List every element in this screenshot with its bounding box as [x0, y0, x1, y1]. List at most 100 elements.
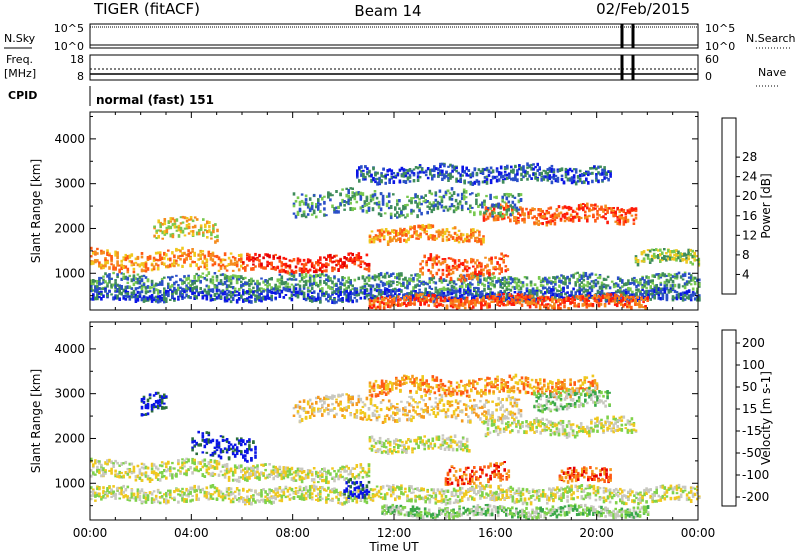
heatmap-cell — [349, 196, 352, 201]
heatmap-cell — [229, 252, 233, 255]
heatmap-cell — [582, 278, 586, 282]
heatmap-cell — [193, 291, 196, 295]
heatmap-cell — [367, 275, 371, 279]
heatmap-cell — [132, 289, 136, 293]
heatmap-cell — [132, 291, 136, 295]
heatmap-cell — [183, 234, 187, 237]
heatmap-cell — [516, 298, 520, 301]
heatmap-cell — [327, 263, 330, 267]
heatmap-cell — [310, 295, 314, 299]
heatmap-cell — [363, 278, 367, 282]
heatmap-cell — [697, 262, 701, 266]
heatmap-cell — [537, 223, 540, 226]
heatmap-cell — [667, 288, 671, 293]
heatmap-cell — [432, 276, 436, 280]
heatmap-cell — [641, 277, 644, 281]
heatmap-cell — [586, 202, 589, 207]
heatmap-cell — [685, 283, 689, 286]
heatmap-cell — [501, 276, 504, 281]
heatmap-cell — [665, 258, 668, 262]
heatmap-cell — [541, 214, 544, 219]
heatmap-cell — [252, 263, 255, 266]
heatmap-cell — [547, 303, 550, 306]
heatmap-cell — [659, 253, 662, 257]
heatmap-cell — [260, 287, 263, 290]
heatmap-cell — [122, 288, 125, 293]
heatmap-cell — [383, 274, 387, 279]
heatmap-cell — [375, 289, 379, 293]
heatmap-cell — [304, 262, 308, 267]
heatmap-cell — [646, 299, 649, 302]
heatmap-cell — [114, 281, 117, 285]
heatmap-cell — [120, 486, 123, 490]
heatmap-cell — [584, 214, 587, 218]
heatmap-cell — [502, 254, 505, 258]
heatmap-cell — [528, 295, 532, 299]
heatmap-cell — [430, 287, 434, 290]
heatmap-cell — [268, 261, 271, 266]
nsky-tick-bottom: 10^0 — [54, 40, 84, 53]
heatmap-cell — [268, 283, 271, 287]
heatmap-cell — [406, 279, 409, 284]
heatmap-cell — [92, 281, 95, 285]
heatmap-cell — [667, 255, 670, 259]
heatmap-cell — [457, 240, 461, 244]
heatmap-cell — [516, 169, 519, 173]
heatmap-cell — [385, 195, 389, 198]
heatmap-cell — [532, 301, 536, 305]
heatmap-cell — [484, 300, 487, 303]
heatmap-cell — [211, 258, 215, 262]
heatmap-cell — [572, 275, 575, 279]
heatmap-cell — [458, 287, 462, 292]
heatmap-cell — [401, 302, 404, 306]
heatmap-cell — [355, 294, 359, 297]
heatmap-cell — [421, 260, 424, 263]
heatmap-cell — [594, 282, 598, 286]
heatmap-cell — [325, 273, 328, 277]
heatmap-cell — [501, 175, 505, 179]
heatmap-cell — [165, 265, 168, 268]
heatmap-cell — [355, 191, 359, 195]
heatmap-cell — [614, 220, 617, 223]
heatmap-cell — [445, 273, 449, 278]
heatmap-cell — [454, 287, 458, 292]
heatmap-cell — [389, 280, 393, 283]
heatmap-cell — [258, 293, 261, 297]
heatmap-cell — [440, 290, 444, 293]
heatmap-cell — [112, 283, 115, 287]
heatmap-cell — [681, 291, 685, 296]
heatmap-cell — [262, 280, 265, 284]
heatmap-cell — [451, 270, 455, 275]
heatmap-cell — [612, 213, 615, 218]
heatmap-cell — [527, 291, 531, 295]
heatmap-cell — [596, 212, 599, 216]
heatmap-cell — [509, 204, 513, 208]
heatmap-cell — [140, 297, 144, 302]
heatmap-cell — [434, 191, 438, 195]
heatmap-cell — [363, 288, 367, 293]
heatmap-cell — [195, 218, 199, 221]
heatmap-cell — [477, 192, 480, 197]
heatmap-cell — [419, 227, 422, 230]
heatmap-cell — [542, 175, 546, 179]
heatmap-cell — [606, 220, 609, 225]
heatmap-cell — [442, 278, 446, 282]
heatmap-cell — [614, 283, 618, 288]
heatmap-cell — [505, 209, 509, 213]
heatmap-cell — [365, 253, 369, 257]
heatmap-cell — [130, 294, 134, 299]
heatmap-cell — [491, 203, 494, 207]
heatmap-cell — [653, 289, 656, 293]
heatmap-cell — [366, 171, 369, 174]
heatmap-cell — [604, 284, 608, 287]
heatmap-cell — [697, 257, 701, 262]
heatmap-cell — [264, 266, 267, 270]
heatmap-cell — [140, 268, 144, 273]
heatmap-cell — [327, 279, 330, 283]
heatmap-cell — [343, 204, 346, 207]
heatmap-cell — [449, 304, 453, 308]
heatmap-cell — [266, 288, 269, 292]
heatmap-cell — [469, 281, 472, 285]
heatmap-cell — [377, 285, 381, 288]
heatmap-cell — [403, 297, 406, 302]
